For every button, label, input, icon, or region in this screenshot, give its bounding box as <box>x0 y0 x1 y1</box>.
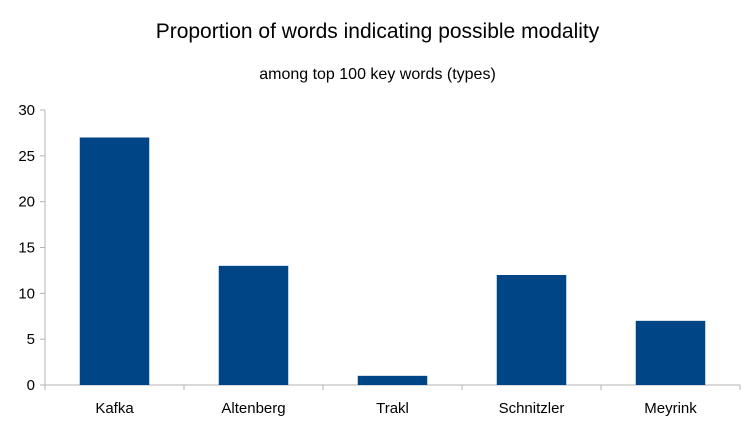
x-category-label: Meyrink <box>644 400 697 417</box>
chart-subtitle: among top 100 key words (types) <box>259 66 496 83</box>
bar-altenberg <box>218 265 289 385</box>
bar-kafka <box>79 137 150 385</box>
y-tick-label: 10 <box>18 285 35 302</box>
y-tick-label: 25 <box>18 148 35 165</box>
y-tick-label: 20 <box>18 194 35 211</box>
x-category-label: Altenberg <box>221 400 285 417</box>
y-tick-label: 5 <box>27 331 35 348</box>
bar-meyrink <box>635 320 706 385</box>
y-tick-label: 30 <box>18 102 35 119</box>
chart-title: Proportion of words indicating possible … <box>155 20 600 43</box>
x-category-label: Trakl <box>376 400 409 417</box>
y-tick-label: 15 <box>18 240 35 257</box>
bar-trakl <box>357 375 428 385</box>
x-category-label: Kafka <box>95 400 134 417</box>
y-tick-label: 0 <box>27 377 35 394</box>
bar-schnitzler <box>496 275 567 385</box>
x-category-label: Schnitzler <box>499 400 565 417</box>
